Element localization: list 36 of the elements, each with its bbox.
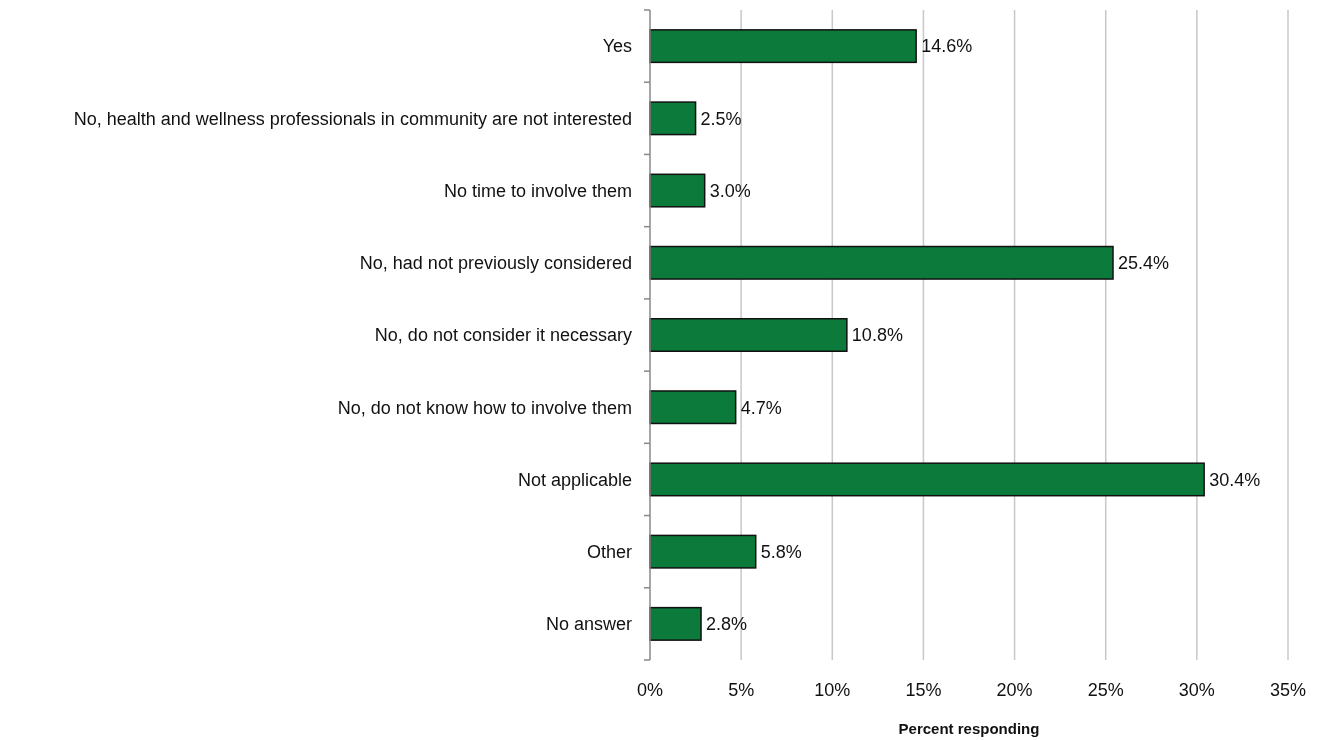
bar (649, 606, 702, 641)
data-label: 2.8% (706, 614, 748, 635)
data-label: 30.4% (1209, 469, 1261, 490)
x-tick-label: 30% (1178, 680, 1215, 700)
y-tick-label: No, do not consider it necessary (374, 325, 632, 346)
x-tick-label: 20% (996, 680, 1033, 700)
y-tick-label: Yes (602, 36, 632, 57)
bar (649, 534, 757, 569)
y-tick-label: No, do not know how to involve them (337, 397, 632, 418)
x-tick-label: 25% (1087, 680, 1124, 700)
x-axis-title: Percent responding (898, 720, 1040, 737)
bar (649, 29, 917, 64)
bar (649, 390, 737, 425)
data-label: 14.6% (921, 36, 973, 57)
bar (649, 101, 697, 136)
y-tick-label: No time to involve them (443, 180, 632, 201)
x-tick-label: 35% (1269, 680, 1307, 700)
data-label: 2.5% (700, 108, 742, 129)
bar (649, 245, 1114, 280)
x-tick-label: 10% (814, 680, 851, 700)
data-label: 10.8% (851, 325, 903, 346)
bar (649, 318, 848, 352)
data-label: 25.4% (1118, 253, 1170, 274)
y-tick-label: No, had not previously considered (359, 253, 632, 274)
bar (649, 462, 1205, 497)
y-tick-label: Other (586, 541, 632, 562)
y-tick-label: Not applicable (517, 469, 632, 490)
data-label: 5.8% (760, 541, 802, 562)
data-label: 3.0% (709, 180, 751, 201)
y-tick-label: No, health and wellness professionals in community are not interested (73, 108, 632, 129)
bar (649, 173, 706, 208)
x-tick-label: 5% (728, 680, 755, 700)
data-label: 4.7% (740, 397, 782, 418)
x-tick-label: 0% (636, 680, 664, 700)
x-tick-label: 15% (905, 680, 942, 700)
y-tick-label: No answer (545, 614, 632, 635)
